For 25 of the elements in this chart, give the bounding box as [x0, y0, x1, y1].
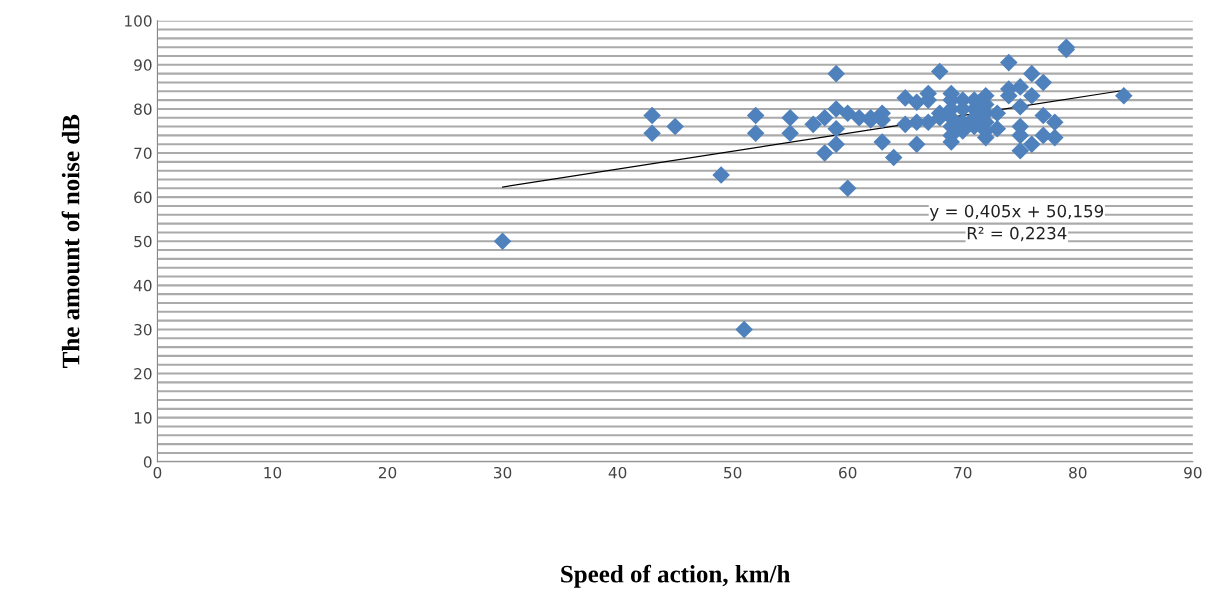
- x-tick-label: 40: [608, 466, 627, 479]
- annotation: y = 0,405x + 50,159: [929, 204, 1104, 221]
- y-tick-label: 70: [134, 147, 152, 160]
- y-tick-label: 20: [134, 368, 152, 380]
- x-tick-label: 30: [494, 466, 512, 479]
- y-tick-label: 80: [134, 103, 152, 115]
- x-tick-label: 90: [1184, 466, 1202, 479]
- x-tick-label: 20: [378, 466, 397, 479]
- annotation: R² = 0,2234: [967, 226, 1067, 242]
- y-tick-label: 50: [134, 235, 152, 248]
- y-tick-label: 0: [143, 456, 152, 468]
- x-axis-title: Speed of action, km/h: [561, 564, 791, 588]
- x-tick-label: 10: [264, 466, 282, 479]
- y-axis-title: The amount of noise dB: [61, 114, 80, 368]
- x-tick-label: 0: [153, 466, 162, 479]
- y-tick-label: 30: [134, 323, 152, 336]
- y-tick-label: 40: [133, 279, 152, 292]
- y-tick-label: 90: [134, 59, 152, 71]
- y-tick-label: 60: [134, 191, 152, 204]
- x-tick-label: 50: [724, 466, 742, 479]
- y-tick-label: 10: [134, 412, 152, 424]
- x-tick-label: 60: [839, 466, 857, 479]
- x-tick-label: 80: [1069, 466, 1087, 479]
- x-tick-label: 70: [954, 466, 972, 479]
- y-tick-label: 100: [125, 15, 152, 27]
